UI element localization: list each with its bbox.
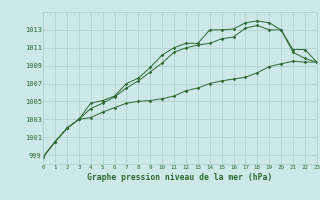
X-axis label: Graphe pression niveau de la mer (hPa): Graphe pression niveau de la mer (hPa) [87,173,273,182]
